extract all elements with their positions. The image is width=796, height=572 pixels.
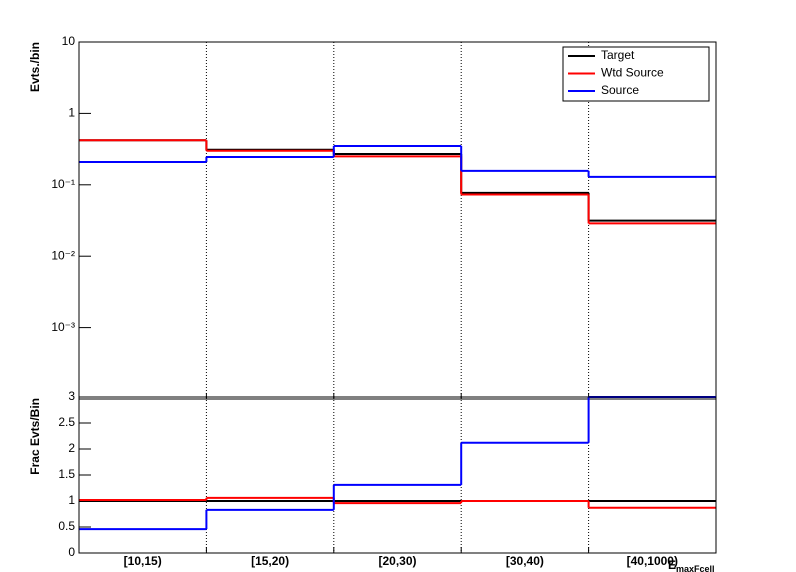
y-tick-label: 1.5 [58,467,75,481]
x-axis-title: EmaxFcell [668,558,715,572]
x-tick-label: [30,40) [506,554,544,568]
frame [78,396,717,554]
x-tick-label: [10,15) [124,554,162,568]
x-axis-title-sub: maxFcell [676,564,715,572]
legend-label: Target [601,48,635,62]
x-tick-label: [20,30) [378,554,416,568]
y-tick-label: 10⁻¹ [51,177,75,191]
x-tick-label: [15,20) [251,554,289,568]
y-tick-label: 0 [68,545,75,559]
y-tick-label: 0.5 [58,519,75,533]
y-tick-label: 10 [62,34,76,48]
y-axis-title: Evts./bin [28,42,42,92]
y-tick-label: 3 [68,389,75,403]
legend-label: Wtd Source [601,66,664,80]
y-tick-label: 1 [68,493,75,507]
y-tick-label: 2 [68,441,75,455]
y-axis-title: Frac Evts/Bin [28,398,42,475]
legend-label: Source [601,83,639,97]
y-tick-label: 10⁻³ [51,320,75,334]
y-tick-label: 1 [68,106,75,120]
x-tick-label: [40,1000) [627,554,678,568]
y-tick-label: 2.5 [58,415,75,429]
x-axis-title-main: E [668,558,676,572]
frame [78,41,717,400]
y-tick-label: 10⁻² [51,248,75,262]
